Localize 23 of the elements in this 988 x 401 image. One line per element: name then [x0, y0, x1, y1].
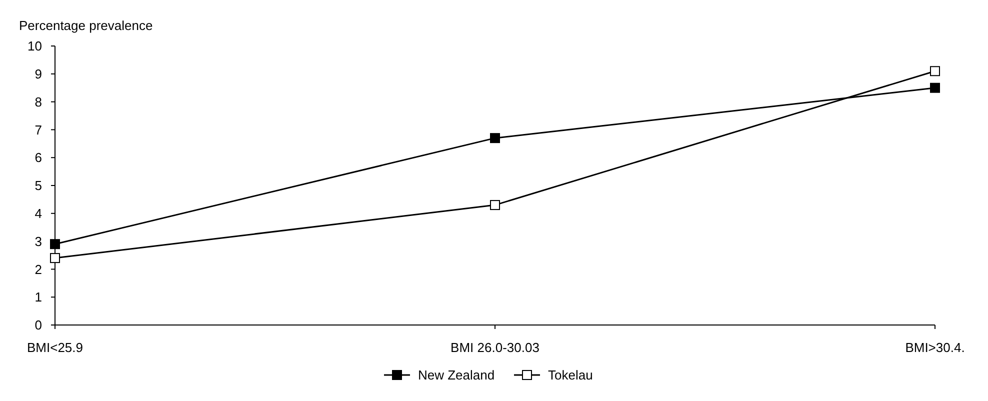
legend-label: New Zealand	[418, 368, 495, 383]
y-tick-label: 10	[28, 38, 42, 54]
point	[50, 239, 60, 250]
x-tick-label: BMI<25.9	[26, 340, 84, 355]
point	[930, 82, 940, 93]
y-tick-label: 8	[34, 94, 42, 110]
y-tick-label: 4	[34, 206, 42, 221]
y-axis-title: Percentage prevalence	[19, 18, 153, 33]
x-tick-label: BMI>30.4.	[905, 340, 965, 355]
point	[490, 133, 500, 144]
y-tick-label: 2	[34, 262, 42, 277]
y-tick-label: 3	[34, 234, 42, 249]
y-tick-label: 5	[34, 178, 42, 194]
y-tick-label: 1	[34, 290, 42, 305]
point	[490, 200, 500, 210]
y-tick-label: 0	[34, 318, 42, 333]
legend-label: Tokelau	[548, 368, 593, 383]
y-tick-label: 9	[34, 66, 42, 82]
x-tick-label: BMI 26.0-30.03	[450, 340, 540, 355]
point	[50, 253, 60, 264]
point	[930, 66, 940, 76]
y-tick-label: 7	[34, 122, 42, 138]
y-tick-label: 6	[34, 150, 42, 166]
